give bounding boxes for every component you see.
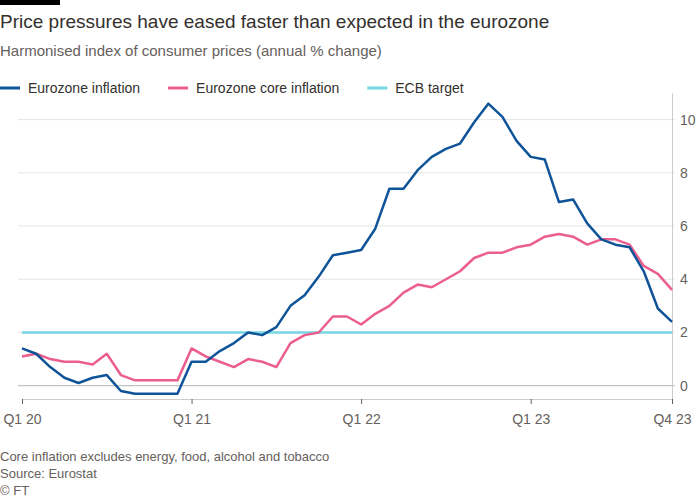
- legend-swatch: [168, 87, 188, 90]
- y-axis-line: [672, 94, 673, 400]
- x-tick-mark: [361, 399, 362, 404]
- y-tick-label: 10: [680, 112, 696, 128]
- x-tick: Q4 23: [653, 399, 691, 427]
- chart: Price pressures have eased faster than e…: [0, 0, 700, 500]
- legend-item: ECB target: [367, 80, 464, 96]
- x-axis-line: [23, 400, 673, 405]
- grid-line: [18, 119, 675, 120]
- x-tick-label: Q1 21: [173, 411, 211, 427]
- legend-item: Eurozone core inflation: [168, 80, 339, 96]
- grid-line: [18, 332, 675, 333]
- x-tick-mark: [672, 399, 673, 404]
- y-tick: 6: [672, 218, 688, 234]
- y-tick: 8: [672, 165, 688, 181]
- brand-bar: [0, 0, 60, 5]
- x-tick-label: Q1 22: [343, 411, 381, 427]
- series-line: [22, 104, 672, 394]
- note: © FT: [0, 483, 29, 498]
- grid-line: [18, 226, 675, 227]
- y-tick-label: 4: [680, 271, 688, 287]
- x-tick-mark: [192, 399, 193, 404]
- y-axis: 0 2 4 6 8 10: [672, 94, 696, 400]
- legend-label: ECB target: [395, 80, 464, 96]
- x-tick-label: Q4 23: [653, 411, 691, 427]
- y-tick-label: 8: [680, 165, 688, 181]
- x-tick-mark: [22, 399, 23, 404]
- series-line: [22, 331, 672, 334]
- y-tick: 4: [672, 271, 688, 287]
- y-tick-label: 0: [680, 378, 688, 394]
- legend: Eurozone inflation Eurozone core inflatio…: [0, 80, 464, 96]
- x-tick-label: Q1 20: [3, 411, 41, 427]
- x-tick: Q1 21: [173, 399, 211, 427]
- y-tick-label: 2: [680, 324, 688, 340]
- note: Core inflation excludes energy, food, al…: [0, 449, 329, 464]
- legend-label: Eurozone inflation: [28, 80, 140, 96]
- legend-label: Eurozone core inflation: [196, 80, 339, 96]
- x-tick-mark: [531, 399, 532, 404]
- y-tick: 2: [672, 324, 688, 340]
- x-tick: Q1 20: [3, 399, 41, 427]
- grid-line: [18, 172, 675, 173]
- legend-item: Eurozone inflation: [0, 80, 140, 96]
- lines: [22, 104, 672, 394]
- subtitle: Harmonised index of consumer prices (ann…: [0, 42, 382, 59]
- x-axis: Q1 20 Q1 21 Q1 22 Q1 23 Q4 23: [3, 399, 691, 427]
- grid-line: [18, 279, 675, 280]
- legend-swatch: [367, 87, 387, 90]
- x-tick: Q1 23: [512, 399, 550, 427]
- y-tick: 10: [672, 112, 696, 128]
- note: Source: Eurostat: [0, 466, 97, 481]
- legend-swatch: [0, 87, 20, 90]
- x-tick: Q1 22: [343, 399, 381, 427]
- series-line: [22, 234, 672, 380]
- title: Price pressures have eased faster than e…: [0, 11, 549, 32]
- y-tick-label: 6: [680, 218, 688, 234]
- x-tick-label: Q1 23: [512, 411, 550, 427]
- y-tick: 0: [672, 378, 688, 394]
